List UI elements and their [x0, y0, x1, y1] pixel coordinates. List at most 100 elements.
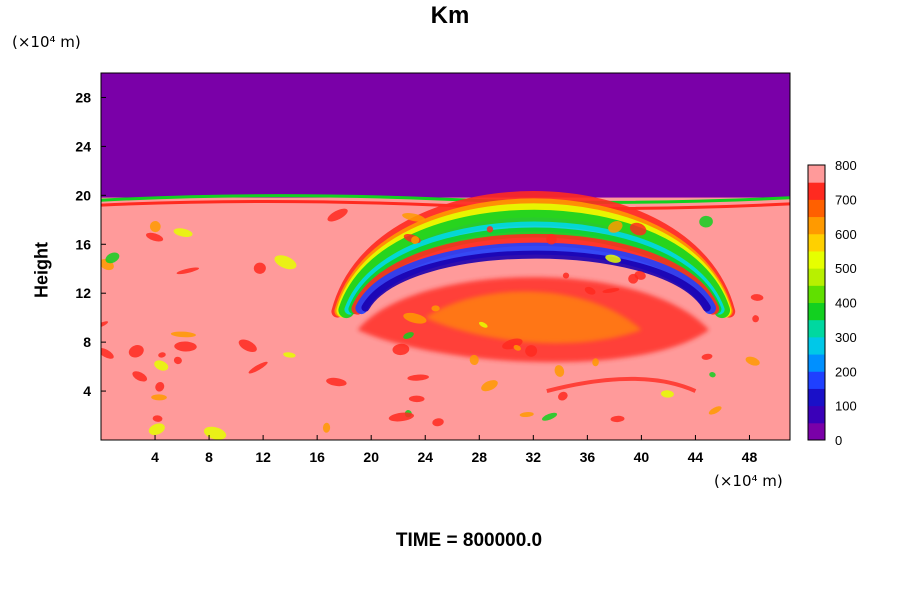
x-tick-label: 20 — [363, 449, 379, 465]
patch — [525, 345, 538, 357]
patch — [392, 343, 410, 356]
colorbar-swatch — [808, 422, 825, 441]
colorbar-swatch — [808, 354, 825, 372]
patch — [283, 352, 296, 358]
colorbar-swatch — [808, 336, 825, 355]
colorbar-swatch — [808, 250, 825, 269]
x-tick-label: 44 — [688, 449, 704, 465]
patch — [486, 226, 494, 233]
patch — [709, 372, 716, 378]
patch — [554, 365, 565, 377]
colorbar-tick-label: 600 — [835, 227, 857, 242]
chart-title: Km — [430, 2, 470, 29]
patch — [431, 305, 440, 312]
patch — [592, 358, 599, 367]
patch — [173, 228, 193, 237]
upper-layer-region — [101, 73, 790, 198]
y-axis-unit: (×10⁴ m) — [12, 33, 81, 51]
patch — [562, 272, 570, 279]
x-tick-label: 24 — [417, 449, 433, 465]
colorbar: 0 100 200 300 400 500 600 700 800 — [807, 158, 857, 448]
x-tick-label: 40 — [634, 449, 650, 465]
x-tick-label: 36 — [580, 449, 596, 465]
patch — [558, 391, 568, 401]
colorbar-swatch — [808, 319, 825, 338]
patch — [407, 374, 429, 381]
patch — [403, 312, 427, 324]
patch — [432, 418, 444, 427]
patch — [326, 377, 347, 387]
boundary-red — [101, 199, 790, 211]
time-label: TIME = 800000.0 — [395, 530, 543, 551]
patch — [660, 390, 674, 398]
patch — [699, 215, 713, 228]
plot-frame — [100, 72, 791, 441]
patch — [173, 356, 182, 365]
y-tick-label: 24 — [75, 138, 91, 154]
colorbar-swatch — [808, 405, 825, 424]
x-tick-label: 16 — [309, 449, 325, 465]
colorbar-tick-label: 500 — [835, 261, 857, 276]
patch — [176, 267, 200, 275]
patch — [629, 222, 647, 236]
colorbar-swatch — [808, 268, 825, 286]
patch — [152, 415, 163, 422]
boundary-green — [101, 194, 790, 204]
patch — [105, 252, 120, 264]
colorbar-swatch — [808, 388, 825, 407]
colorbar-tick-label: 400 — [835, 296, 857, 311]
patch — [151, 394, 167, 401]
x-axis-ticks: 4 8 12 16 20 24 28 32 36 40 44 48 — [151, 435, 757, 465]
patch — [403, 332, 414, 339]
heatmap-field — [101, 73, 790, 440]
patch — [750, 294, 764, 301]
colorbar-swatch — [808, 233, 825, 252]
x-tick-label: 4 — [151, 449, 159, 465]
patch — [128, 345, 144, 358]
colorbar-swatch — [808, 371, 825, 389]
colorbar-swatch — [808, 199, 825, 218]
colorbar-tick-label: 700 — [835, 192, 857, 207]
colorbar-tick-label: 800 — [835, 158, 857, 173]
patch — [628, 273, 639, 284]
patch — [745, 356, 760, 366]
patch — [546, 233, 557, 245]
patch — [605, 254, 621, 263]
patch — [322, 422, 331, 433]
dome-inner — [425, 291, 642, 344]
colorbar-swatch — [808, 165, 825, 183]
patch — [513, 345, 521, 351]
y-tick-label: 16 — [75, 236, 91, 252]
patch — [148, 423, 165, 435]
y-tick-label: 4 — [83, 383, 91, 399]
patch — [158, 352, 166, 358]
y-tick-label: 20 — [75, 187, 91, 203]
x-tick-label: 28 — [471, 449, 487, 465]
patch — [408, 395, 425, 403]
colorbar-swatch — [808, 302, 825, 321]
arc-band-8 — [361, 250, 711, 312]
colorbar-tick-label: 200 — [835, 364, 857, 379]
patch — [584, 286, 596, 295]
patch — [479, 321, 488, 328]
patch — [155, 381, 165, 392]
patch — [610, 415, 625, 423]
patch — [542, 412, 558, 421]
patch — [146, 232, 164, 242]
patch — [327, 208, 348, 222]
colorbar-swatch — [808, 216, 825, 235]
patch — [170, 331, 196, 338]
patch — [274, 255, 297, 270]
y-axis-ticks: 4 8 12 16 20 24 28 — [75, 89, 106, 399]
patch — [174, 341, 197, 352]
colorbar-frame — [807, 164, 826, 441]
patch — [708, 406, 722, 415]
patch — [701, 353, 713, 360]
patch — [411, 236, 420, 245]
colorbar-tick-label: 100 — [835, 399, 857, 414]
patch — [238, 339, 257, 353]
y-tick-label: 8 — [83, 334, 91, 350]
colorbar-swatch — [808, 285, 825, 303]
x-tick-label: 32 — [526, 449, 542, 465]
